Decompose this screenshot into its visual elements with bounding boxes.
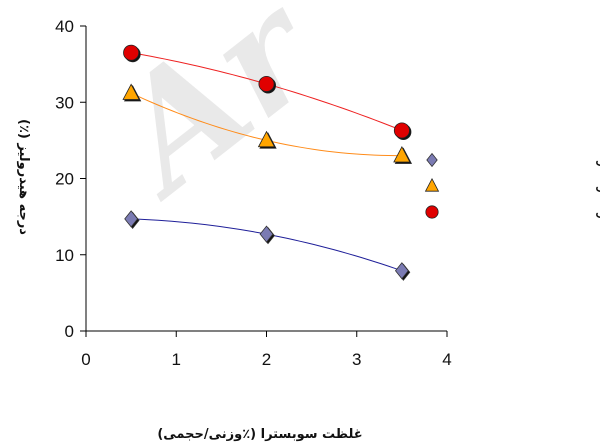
data-point-series-1 bbox=[259, 225, 274, 243]
data-point-series-3 bbox=[123, 44, 140, 61]
x-tick-label: 3 bbox=[352, 350, 361, 369]
x-tick-label: 1 bbox=[172, 350, 181, 369]
data-points bbox=[122, 44, 413, 281]
data-point-series-2 bbox=[122, 83, 140, 100]
y-tick-label: 0 bbox=[65, 322, 74, 341]
x-tick-label: 4 bbox=[442, 350, 451, 369]
legend-label-series-1: زمان هیدرولیز:10 ساعت bbox=[595, 151, 600, 171]
data-point-series-3 bbox=[258, 75, 275, 92]
data-point-series-2 bbox=[257, 130, 276, 148]
data-point-series-1 bbox=[124, 210, 139, 228]
x-tick-label: 0 bbox=[81, 350, 90, 369]
legend: زمان هیدرولیز:10 ساعت زمان هیدرولیز:30 سا… bbox=[424, 151, 600, 223]
data-point-series-1 bbox=[394, 262, 409, 280]
y-tick-label: 40 bbox=[55, 17, 74, 36]
legend-marker-series-1 bbox=[426, 152, 438, 168]
data-point-series-2 bbox=[393, 145, 411, 163]
y-tick-label: 20 bbox=[55, 170, 74, 189]
y-axis-title: درجه هیدرولیز (٪) bbox=[16, 119, 31, 235]
legend-label-series-2: زمان هیدرولیز:30 ساعت bbox=[595, 177, 600, 197]
legend-marker-series-2 bbox=[424, 177, 440, 192]
legend-label-series-3: زمان هیدرولیز:50 ساعت bbox=[595, 203, 600, 223]
y-tick-label: 30 bbox=[55, 93, 74, 112]
data-point-series-3 bbox=[393, 122, 410, 139]
y-tick-label: 10 bbox=[55, 246, 74, 265]
x-tick-label: 2 bbox=[262, 350, 271, 369]
legend-marker-series-3 bbox=[425, 205, 439, 219]
x-axis-title: غلظت سوبسترا (٪وزنی/حجمی) bbox=[157, 427, 362, 442]
watermark: Ar bbox=[74, 0, 354, 231]
